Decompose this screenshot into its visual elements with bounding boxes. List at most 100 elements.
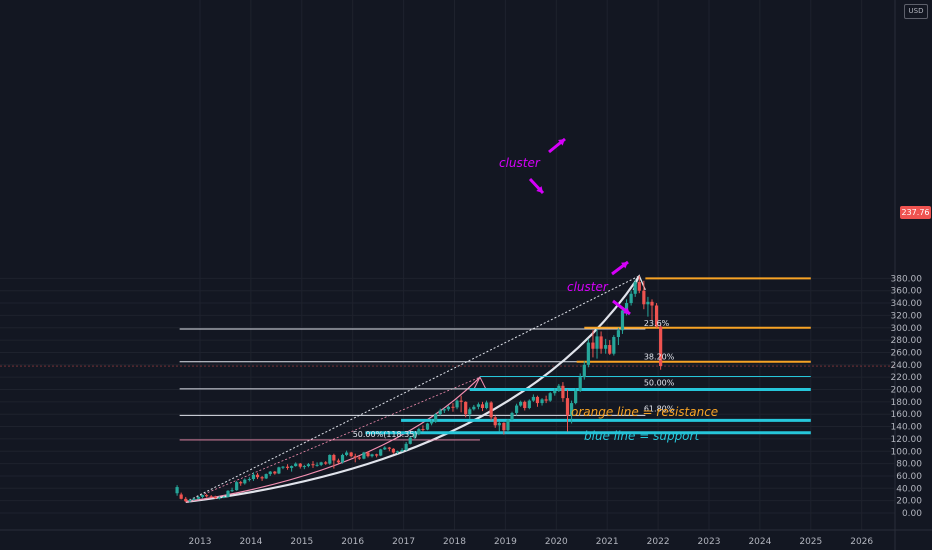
candle-body (362, 452, 366, 459)
candle-body (591, 342, 595, 349)
candle-body (535, 396, 540, 404)
y-tick-label: 160.00 (891, 410, 923, 420)
candle-body (650, 301, 654, 306)
x-tick-label: 2020 (545, 537, 568, 547)
candle-body (578, 377, 582, 391)
candle-body (417, 429, 421, 434)
x-tick-label: 2022 (647, 537, 670, 547)
candle-body (519, 401, 523, 406)
candle-body (319, 462, 323, 465)
x-tick-label: 2016 (341, 537, 364, 547)
x-tick-label: 2026 (850, 537, 873, 547)
candle-body (302, 466, 306, 468)
y-tick-label: 360.00 (891, 287, 923, 297)
candle-body (226, 490, 230, 497)
fib-level-label: 50.00% (644, 379, 675, 388)
candle-body (353, 456, 357, 458)
candle-body (582, 364, 586, 378)
legend-support-note: blue line = support (584, 429, 700, 443)
y-tick-label: 60.00 (896, 472, 922, 482)
candle-body (222, 496, 226, 498)
candle-body (595, 336, 599, 349)
current-price-badge: 237.76 (900, 206, 931, 219)
candle-body (624, 303, 629, 311)
candle-body (184, 498, 188, 502)
candle-body (544, 399, 548, 401)
fib-level-label: 23.6% (644, 319, 670, 328)
y-tick-label: 200.00 (891, 386, 923, 396)
candle-body (349, 452, 353, 457)
candle-body (217, 497, 221, 499)
candle-body (476, 404, 481, 407)
candle-body (260, 477, 264, 479)
candle-body (561, 385, 565, 399)
y-tick-label: 20.00 (896, 497, 922, 507)
candle-body (599, 336, 603, 349)
y-tick-label: 320.00 (891, 311, 923, 321)
y-tick-label: 300.00 (891, 324, 923, 334)
candle-body (438, 410, 442, 415)
candle-body (569, 403, 574, 416)
candle-body (239, 482, 243, 484)
candle-body (506, 419, 510, 431)
candle-body (179, 494, 183, 499)
candle-body (332, 454, 336, 461)
candle-body (510, 412, 514, 420)
candle-body (336, 460, 341, 463)
candle-body (294, 463, 298, 467)
candle-body (213, 496, 217, 499)
x-tick-label: 2014 (239, 537, 262, 547)
candle-body (281, 466, 285, 468)
candle-body (387, 447, 391, 449)
candle-body (357, 457, 361, 459)
candle-body (209, 496, 213, 498)
x-tick-label: 2019 (494, 537, 517, 547)
candle-body (328, 454, 332, 464)
candle-body (565, 398, 570, 416)
arrow-cluster-bottom-2-head (623, 307, 630, 314)
candle-body (502, 422, 506, 431)
candle-body (324, 462, 328, 464)
candle-body (553, 390, 557, 394)
candle-body (264, 474, 268, 479)
candle-body (472, 406, 476, 410)
candle-body (205, 495, 209, 497)
candle-body (484, 402, 489, 409)
candle-body (395, 451, 400, 453)
candle-body (451, 406, 455, 408)
y-tick-label: 340.00 (891, 299, 923, 309)
candle-body (459, 400, 463, 402)
y-tick-label: 260.00 (891, 348, 923, 358)
candle-body (497, 422, 501, 426)
candle-body (659, 326, 663, 367)
candle-body (188, 500, 192, 502)
candle-body (196, 496, 201, 499)
candle-body (277, 467, 281, 474)
candle-body (633, 282, 637, 294)
candle-body (646, 301, 650, 305)
y-tick-label: 380.00 (891, 274, 923, 284)
candle-body (434, 414, 438, 422)
candle-body (629, 293, 633, 304)
candle-body (429, 421, 434, 424)
candle-body (400, 450, 404, 452)
cluster-label-top: cluster (499, 156, 541, 170)
candle-body (251, 474, 256, 480)
candle-body (489, 402, 493, 418)
candle-body (425, 423, 430, 430)
candle-body (493, 417, 497, 426)
x-tick-label: 2021 (596, 537, 619, 547)
candle-body (604, 345, 608, 349)
candle-body (273, 471, 277, 474)
candle-body (247, 479, 251, 481)
candle-body (446, 406, 450, 410)
currency-label: USD (904, 4, 928, 19)
candle-body (616, 330, 620, 338)
candle-body (442, 409, 446, 411)
candle-body (268, 471, 272, 475)
candle-body (311, 464, 315, 466)
candle-body (612, 337, 616, 354)
candle-body (298, 463, 302, 467)
